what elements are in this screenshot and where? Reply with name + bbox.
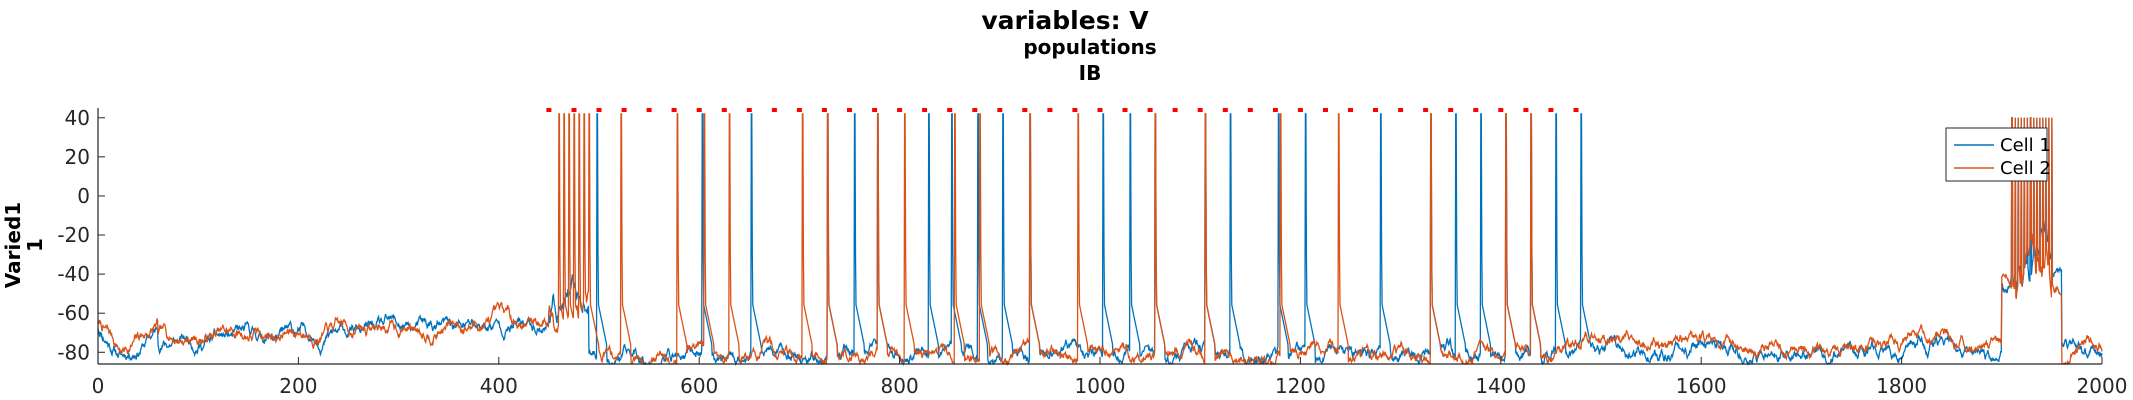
stimulus-marker <box>746 108 752 112</box>
x-tick-label: 600 <box>680 374 718 398</box>
stimulus-marker <box>1247 108 1253 112</box>
x-tick-label: 1200 <box>1275 374 1326 398</box>
stimulus-marker <box>1548 108 1554 112</box>
y-axis-label-line1: Varied1 <box>1 202 25 288</box>
y-tick-label: -20 <box>57 223 90 247</box>
stimulus-marker <box>1022 108 1028 112</box>
y-tick-label: 20 <box>65 145 90 169</box>
stimulus-marker <box>571 108 577 112</box>
chart-subtitle: populations <box>1023 35 1156 59</box>
stimulus-marker <box>997 108 1003 112</box>
x-tick-label: 1400 <box>1475 374 1526 398</box>
y-tick-label: -40 <box>57 262 90 286</box>
stimulus-marker <box>1172 108 1178 112</box>
stimulus-marker <box>1573 108 1579 112</box>
stimulus-marker <box>1473 108 1479 112</box>
stimulus-marker <box>947 108 953 112</box>
stimulus-marker <box>897 108 903 112</box>
y-tick-label: 0 <box>77 184 90 208</box>
stimulus-marker <box>796 108 802 112</box>
stimulus-marker <box>1222 108 1228 112</box>
stimulus-marker <box>721 108 727 112</box>
stimulus-marker <box>821 108 827 112</box>
stimulus-marker <box>972 108 978 112</box>
stimulus-marker <box>1197 108 1203 112</box>
stimulus-marker <box>1097 108 1103 112</box>
stimulus-marker <box>1373 108 1378 112</box>
legend-label-cell-2: Cell 2 <box>2000 158 2051 179</box>
y-tick-label: -60 <box>57 301 90 325</box>
x-tick-label: 0 <box>92 374 105 398</box>
series-cell-2-line <box>97 113 2103 366</box>
y-tick-label: -80 <box>57 340 90 364</box>
stimulus-marker <box>1423 108 1429 112</box>
stimulus-marker <box>1072 108 1078 112</box>
x-tick-label: 1000 <box>1075 374 1126 398</box>
stimulus-marker <box>922 108 928 112</box>
stimulus-marker <box>1348 108 1353 112</box>
stimulus-marker <box>1448 108 1454 112</box>
stimulus-marker <box>671 108 677 112</box>
stimulus-marker <box>771 108 777 112</box>
x-tick-label: 1600 <box>1676 374 1727 398</box>
stimulus-marker <box>1047 108 1053 112</box>
stimulus-marker <box>1498 108 1504 112</box>
stimulus-marker <box>621 108 627 112</box>
stimulus-marker <box>1147 108 1153 112</box>
y-tick-label: 40 <box>65 106 90 130</box>
y-axis-label-line2: 1 <box>23 238 47 252</box>
stimulus-marker <box>646 108 652 112</box>
x-tick-label: 1800 <box>1876 374 1927 398</box>
legend: Cell 1 Cell 2 <box>1945 127 2051 182</box>
stimulus-marker <box>847 108 852 112</box>
y-axis-label: Varied1 1 <box>1 202 47 288</box>
stimulus-marker <box>1398 108 1404 112</box>
x-tick-label: 800 <box>881 374 919 398</box>
stimulus-marker <box>596 108 602 112</box>
stimulus-marker <box>872 108 878 112</box>
stimulus-marker <box>1272 108 1278 112</box>
legend-label-cell-1: Cell 1 <box>2000 135 2051 156</box>
x-tick-label: 400 <box>480 374 518 398</box>
stimulus-marker <box>1323 108 1328 112</box>
x-tick-label: 2000 <box>2077 374 2128 398</box>
x-tick-label: 200 <box>279 374 317 398</box>
stimulus-marker <box>1523 108 1529 112</box>
chart-title: variables: V <box>981 6 1149 35</box>
stimulus-marker <box>1122 108 1128 112</box>
stimulus-marker <box>1297 108 1303 112</box>
plot-area: 0 200 400 600 800 1000 1200 1400 1600 1800 2000-80… <box>57 106 2127 398</box>
series-cell-1-line <box>97 113 2103 367</box>
legend-box <box>1945 127 2048 182</box>
stimulus-marker <box>696 108 702 112</box>
stimulus-marker <box>546 108 552 112</box>
chart-subtitle-2: IB <box>1079 61 1102 85</box>
